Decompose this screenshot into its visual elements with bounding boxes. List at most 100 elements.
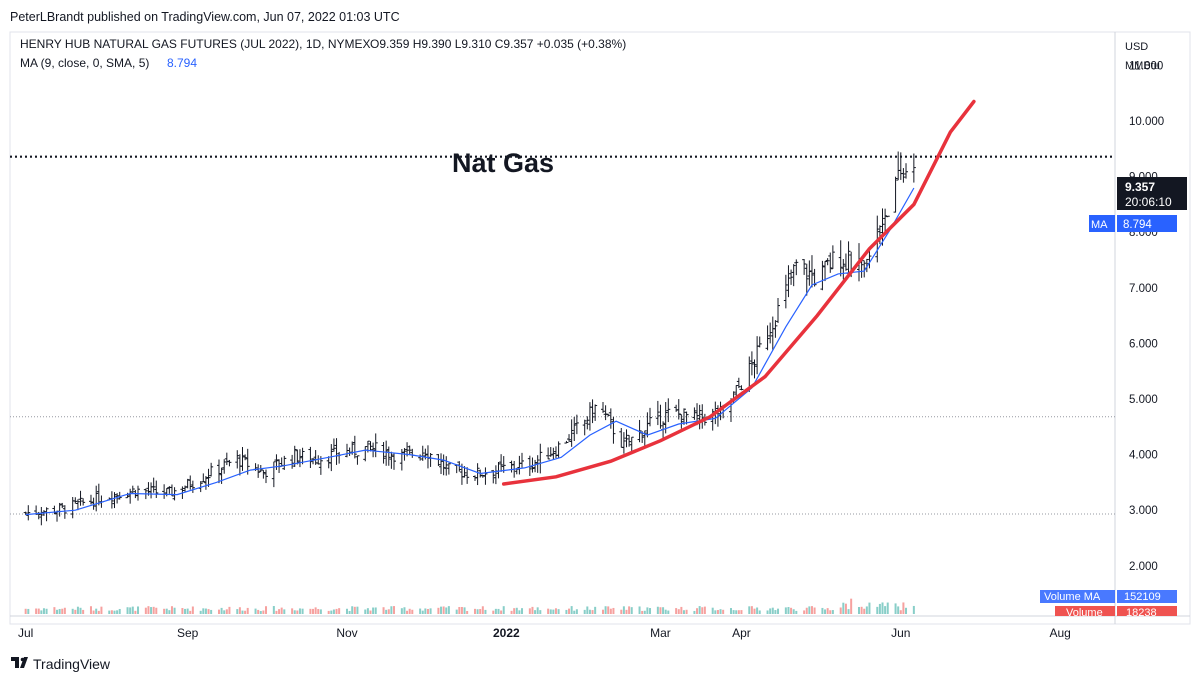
volume-bar bbox=[500, 610, 503, 614]
volume-bar bbox=[536, 607, 539, 614]
volume-bar bbox=[638, 606, 641, 614]
volume-bar bbox=[787, 607, 790, 614]
volume-bar bbox=[147, 606, 150, 614]
volume-bar bbox=[588, 609, 591, 614]
volume-bar bbox=[625, 609, 628, 614]
volume-bar bbox=[630, 607, 633, 614]
ma-badge-label: MA bbox=[1091, 219, 1108, 231]
volume-bar bbox=[675, 608, 678, 614]
volume-bar bbox=[878, 603, 881, 614]
volume-bar bbox=[729, 608, 732, 614]
volume-bar bbox=[771, 607, 774, 614]
volume-bar bbox=[607, 606, 610, 614]
volume-bar bbox=[458, 607, 461, 614]
volume-bar bbox=[604, 606, 607, 614]
volume-bar bbox=[850, 598, 853, 614]
volume-bar bbox=[259, 610, 262, 614]
volume-bar bbox=[601, 609, 604, 614]
volume-bar bbox=[573, 610, 576, 614]
volume-bar bbox=[442, 606, 445, 614]
price-axis-ticks: 11.00010.0009.0008.0007.0006.0005.0004.0… bbox=[1129, 60, 1164, 572]
volume-bar bbox=[810, 606, 813, 614]
volume-bar bbox=[839, 607, 842, 614]
volume-bar bbox=[594, 606, 597, 614]
volume-bar bbox=[74, 609, 77, 614]
volume-bar bbox=[53, 607, 56, 614]
x-tick-label: Nov bbox=[336, 626, 357, 640]
volume-bar bbox=[497, 608, 500, 614]
x-tick-label: Jun bbox=[891, 626, 910, 640]
volume-bar bbox=[191, 606, 194, 614]
volume-ma-label: Volume MA bbox=[1044, 591, 1101, 603]
volume-bar bbox=[40, 610, 43, 614]
volume-bar bbox=[696, 608, 699, 614]
volume-bar bbox=[97, 610, 100, 614]
volume-bar bbox=[682, 610, 685, 614]
y-tick-label: 6.000 bbox=[1129, 338, 1158, 350]
volume-bar bbox=[150, 607, 153, 614]
y-tick-label: 2.000 bbox=[1129, 561, 1158, 573]
volume-bar bbox=[353, 606, 356, 614]
volume-bar bbox=[163, 608, 166, 614]
legend-ma-label[interactable]: MA (9, close, 0, SMA, 5) bbox=[20, 56, 149, 70]
volume-bar bbox=[265, 606, 268, 614]
nat-gas-annotation: Nat Gas bbox=[452, 148, 554, 178]
volume-bar bbox=[703, 606, 706, 614]
volume-bar bbox=[502, 606, 505, 614]
volume-bar bbox=[424, 608, 427, 614]
volume-bar bbox=[225, 609, 228, 614]
volume-bar bbox=[204, 608, 207, 614]
volume-bar bbox=[275, 610, 278, 614]
volume-bar bbox=[659, 607, 662, 614]
volume-bar bbox=[312, 608, 315, 614]
volume-bar bbox=[137, 606, 140, 614]
volume-bar bbox=[750, 606, 753, 614]
volume-bar bbox=[719, 609, 722, 614]
volume-bar bbox=[756, 607, 759, 614]
volume-bar bbox=[905, 607, 908, 614]
volume-bar bbox=[643, 610, 646, 614]
volume-bar bbox=[246, 607, 249, 614]
volume-bar bbox=[664, 609, 667, 614]
volume-bar bbox=[455, 609, 458, 614]
volume-bar bbox=[492, 610, 495, 614]
volume-bar bbox=[549, 609, 552, 614]
volume-bar bbox=[364, 609, 367, 614]
ma-line bbox=[25, 187, 915, 516]
volume-bar bbox=[348, 610, 351, 614]
volume-bar bbox=[301, 608, 304, 614]
volume-bar bbox=[236, 609, 239, 614]
volume-bar bbox=[332, 609, 335, 614]
volume-bar bbox=[860, 606, 863, 614]
volume-bar bbox=[100, 606, 103, 614]
volume-bar bbox=[795, 610, 798, 614]
volume-bar bbox=[345, 608, 348, 614]
volume-bar bbox=[521, 608, 524, 614]
volume-bar bbox=[513, 608, 516, 614]
volume-bar bbox=[366, 608, 369, 614]
volume-bar bbox=[244, 610, 247, 614]
volume-bar bbox=[557, 609, 560, 614]
volume-bar bbox=[134, 610, 137, 614]
volume-bar bbox=[473, 608, 476, 614]
tradingview-logo[interactable]: TradingView bbox=[11, 656, 111, 672]
volume-bar bbox=[568, 608, 571, 614]
legend-symbol[interactable]: HENRY HUB NATURAL GAS FUTURES (JUL 2022)… bbox=[20, 37, 371, 51]
volume-bar bbox=[257, 609, 260, 614]
volume-bar bbox=[829, 610, 832, 614]
volume-bar bbox=[35, 608, 38, 614]
volume-bar bbox=[510, 610, 513, 614]
volume-bar bbox=[740, 610, 743, 614]
volume-bar bbox=[116, 610, 119, 614]
volume-value: 18238 bbox=[1126, 607, 1157, 619]
last-price-value: 9.357 bbox=[1125, 180, 1155, 194]
volume-bar bbox=[774, 610, 777, 614]
volume-bar bbox=[437, 607, 440, 614]
volume-bar bbox=[330, 610, 333, 614]
x-tick-label: Aug bbox=[1049, 626, 1070, 640]
volume-bar bbox=[894, 603, 897, 614]
volume-bar bbox=[280, 607, 283, 614]
volume-bar bbox=[228, 606, 231, 614]
volume-bar bbox=[570, 606, 573, 614]
